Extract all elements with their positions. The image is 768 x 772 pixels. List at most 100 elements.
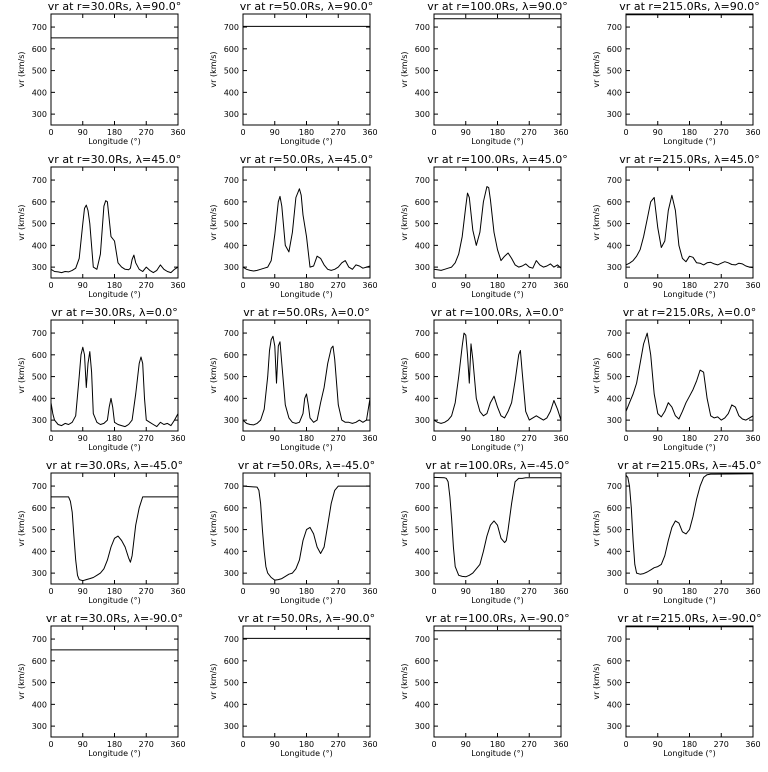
panel-title: vr at r=100.0Rs, λ=90.0° [427,0,567,13]
x-tick-label: 90 [461,281,471,290]
y-tick-label: 700 [415,482,430,491]
x-tick-label: 270 [331,740,346,749]
y-tick-label: 500 [32,67,47,76]
y-tick-label: 300 [607,110,622,119]
x-tick-label: 270 [714,281,729,290]
y-tick-label: 400 [32,700,47,709]
y-tick-label: 600 [32,657,47,666]
plot-frame [433,472,562,585]
x-tick-label: 360 [362,128,377,137]
panel-title: vr at r=30.0Rs, λ=-90.0° [46,612,183,625]
x-tick-label: 180 [299,740,314,749]
panel-title: vr at r=215.0Rs, λ=-90.0° [617,612,761,625]
x-tick-label: 360 [553,587,568,596]
x-tick-label: 90 [653,434,663,443]
y-tick-label: 600 [32,45,47,54]
x-tick-label: 90 [270,587,280,596]
plot-frame [50,13,179,126]
y-tick-label: 300 [224,722,239,731]
series-line [51,496,178,582]
plot-frame [625,625,754,738]
x-axis-label: Longitude (°) [663,443,716,452]
x-tick-label: 180 [490,281,505,290]
y-tick-label: 500 [607,373,622,382]
x-tick-label: 270 [522,128,537,137]
y-tick-label: 700 [607,635,622,644]
x-tick-label: 0 [623,128,628,137]
plot-frame [433,13,562,126]
y-tick-label: 400 [415,394,430,403]
x-axis-label: Longitude (°) [471,596,524,605]
x-tick-label: 360 [553,281,568,290]
y-tick-label: 300 [415,722,430,731]
x-tick-label: 180 [107,587,122,596]
y-tick-label: 500 [607,526,622,535]
y-tick-label: 600 [224,45,239,54]
y-tick-label: 700 [224,635,239,644]
y-tick-label: 700 [224,482,239,491]
series-line [242,188,371,272]
x-tick-label: 360 [553,434,568,443]
x-axis-label: Longitude (°) [88,596,141,605]
plot-frame [50,472,179,585]
panel-10: vr at r=50.0Rs, λ=0.0° 0 90 180 270 360 300 400… [209,306,378,452]
y-tick-label: 300 [415,569,430,578]
x-axis-label: Longitude (°) [280,137,333,146]
y-tick-label: 300 [32,569,47,578]
y-axis-label: vr (km/s) [592,204,601,240]
x-tick-label: 360 [170,434,185,443]
x-tick-label: 90 [78,740,88,749]
x-tick-label: 360 [362,281,377,290]
panel-7: vr at r=100.0Rs, λ=45.0° 0 90 180 270 360 300 4… [400,153,569,299]
panel-11: vr at r=100.0Rs, λ=0.0° 0 90 180 270 360 300 40… [400,306,569,452]
panel-title: vr at r=50.0Rs, λ=-45.0° [238,459,375,472]
x-tick-label: 0 [240,740,245,749]
y-tick-label: 400 [32,394,47,403]
x-tick-label: 360 [553,740,568,749]
x-tick-label: 0 [240,434,245,443]
y-tick-label: 400 [32,88,47,97]
y-tick-label: 300 [415,110,430,119]
x-tick-label: 180 [107,434,122,443]
y-tick-label: 500 [32,679,47,688]
series-line [625,332,754,421]
series-line [242,485,370,581]
y-tick-label: 400 [224,394,239,403]
panel-18: vr at r=50.0Rs, λ=-90.0° 0 90 180 270 360 300 4… [209,612,378,758]
panel-title: vr at r=215.0Rs, λ=-45.0° [617,459,761,472]
y-tick-label: 700 [32,176,47,185]
x-tick-label: 360 [362,740,377,749]
plot-frame [433,319,562,432]
panel-title: vr at r=30.0Rs, λ=90.0° [48,0,181,13]
plot-frame [50,625,179,738]
y-tick-label: 500 [607,220,622,229]
x-axis-label: Longitude (°) [280,749,333,758]
y-axis-label: vr (km/s) [209,510,218,546]
x-tick-label: 360 [362,587,377,596]
panel-9: vr at r=30.0Rs, λ=0.0° 0 90 180 270 360 300 400… [17,306,186,452]
y-tick-label: 700 [224,176,239,185]
x-tick-label: 270 [139,281,154,290]
y-tick-label: 400 [415,241,430,250]
x-tick-label: 90 [461,740,471,749]
x-tick-label: 180 [107,740,122,749]
x-tick-label: 90 [653,128,663,137]
x-tick-label: 0 [240,587,245,596]
x-tick-label: 360 [170,587,185,596]
y-tick-label: 300 [224,569,239,578]
y-tick-label: 500 [224,67,239,76]
x-tick-label: 90 [653,281,663,290]
y-tick-label: 500 [415,220,430,229]
y-tick-label: 700 [32,635,47,644]
panel-title: vr at r=215.0Rs, λ=0.0° [623,306,756,319]
x-tick-label: 0 [623,281,628,290]
y-tick-label: 300 [607,569,622,578]
x-axis-label: Longitude (°) [471,290,524,299]
x-axis-label: Longitude (°) [88,290,141,299]
y-tick-label: 400 [415,88,430,97]
y-axis-label: vr (km/s) [400,663,409,699]
x-tick-label: 90 [270,740,280,749]
x-tick-label: 270 [139,740,154,749]
y-tick-label: 500 [224,373,239,382]
x-tick-label: 180 [299,587,314,596]
